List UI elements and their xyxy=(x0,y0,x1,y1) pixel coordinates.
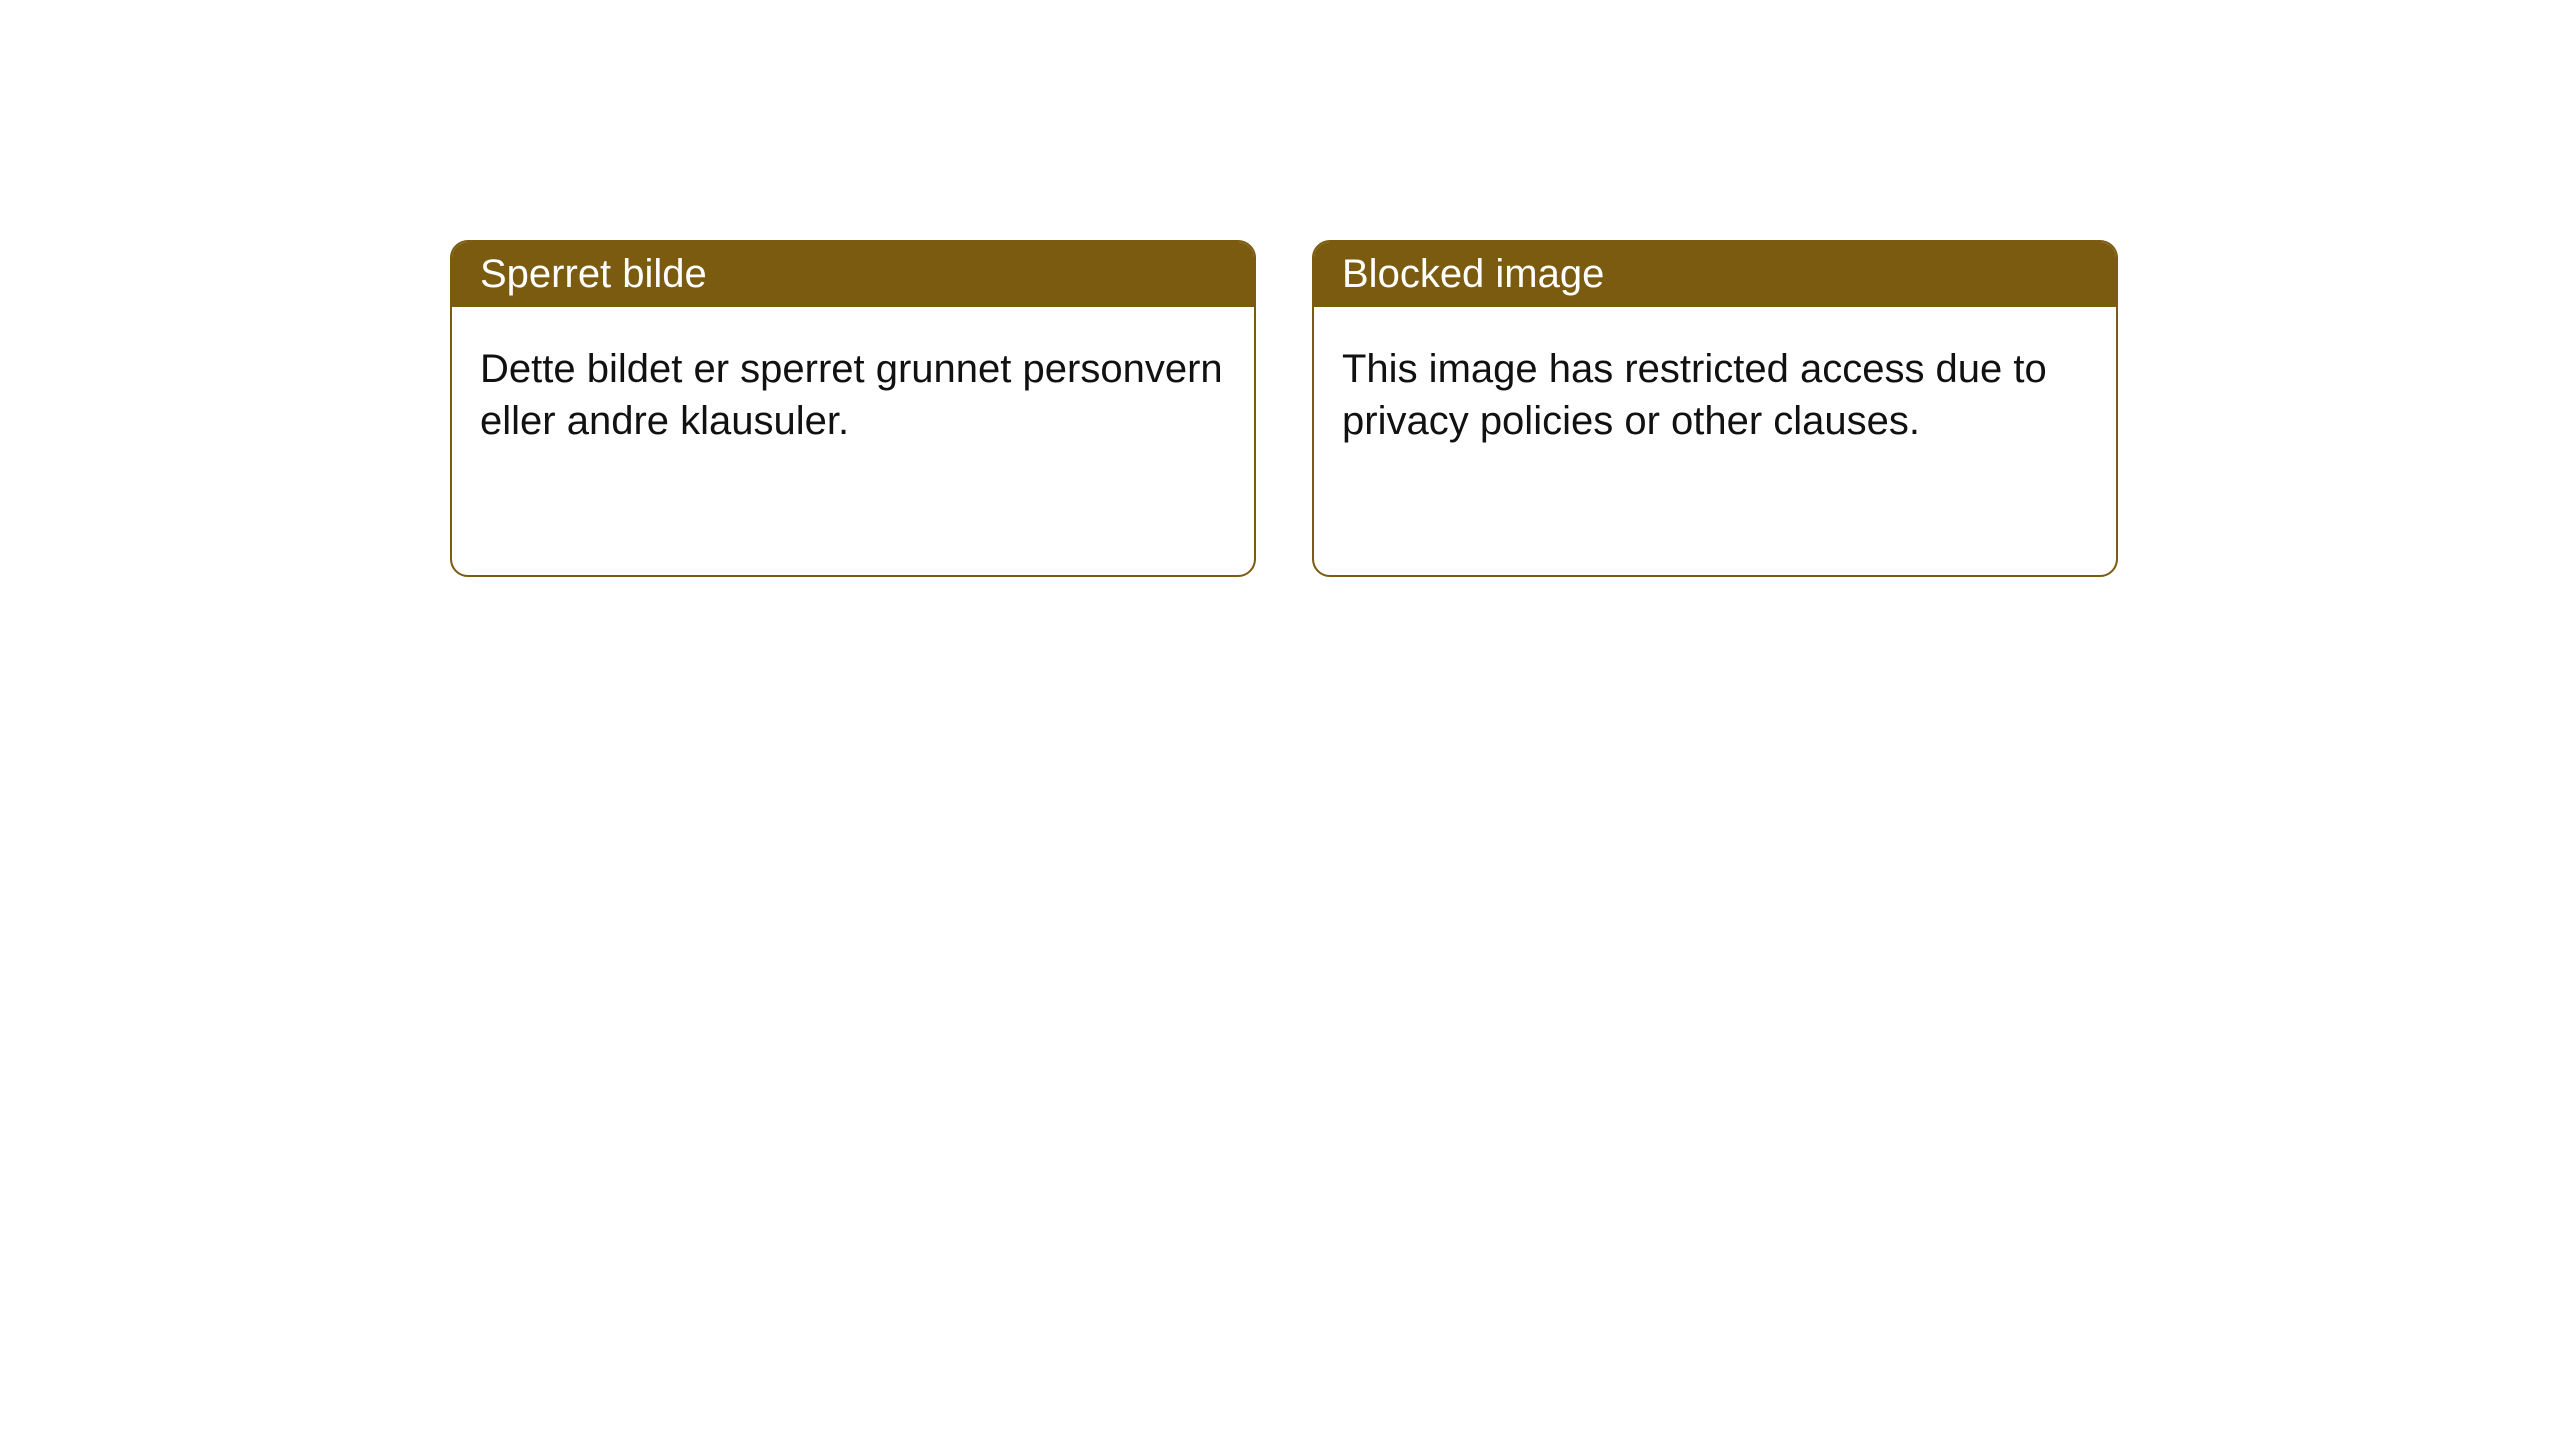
card-body-text: Dette bildet er sperret grunnet personve… xyxy=(480,347,1223,443)
card-header: Sperret bilde xyxy=(452,242,1254,307)
card-body: This image has restricted access due to … xyxy=(1314,307,2116,575)
notice-cards-row: Sperret bilde Dette bildet er sperret gr… xyxy=(450,240,2118,577)
card-header: Blocked image xyxy=(1314,242,2116,307)
notice-card-norwegian: Sperret bilde Dette bildet er sperret gr… xyxy=(450,240,1256,577)
card-title: Sperret bilde xyxy=(480,252,707,296)
card-body-text: This image has restricted access due to … xyxy=(1342,347,2047,443)
notice-card-english: Blocked image This image has restricted … xyxy=(1312,240,2118,577)
card-title: Blocked image xyxy=(1342,252,1604,296)
card-body: Dette bildet er sperret grunnet personve… xyxy=(452,307,1254,575)
